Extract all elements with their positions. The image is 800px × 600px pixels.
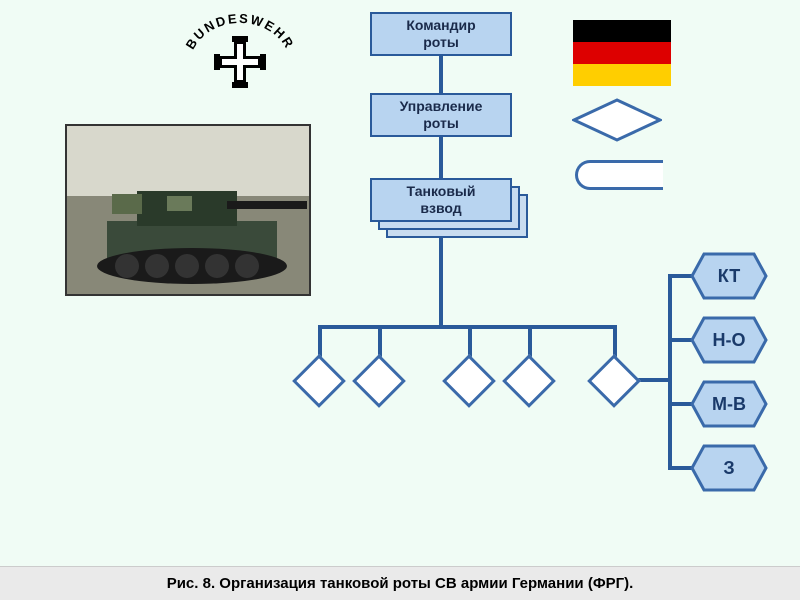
hexagon-no: Н-О — [690, 316, 768, 364]
side-diamond — [572, 98, 662, 142]
tank-photo — [65, 124, 311, 296]
connector-h-main — [318, 325, 616, 329]
node-commander-l2: роты — [423, 34, 459, 51]
hexagon-mv: М-В — [690, 380, 768, 428]
connector-hex-4 — [668, 466, 692, 470]
bundeswehr-logo: BUNDESWEHR — [175, 10, 305, 95]
hexagon-z: З — [690, 444, 768, 492]
flag-stripe-gold — [573, 64, 671, 86]
figure-caption: Рис. 8. Организация танковой роты СВ арм… — [0, 566, 800, 600]
bottom-diamond-2 — [352, 354, 406, 408]
hex-label-no: Н-О — [713, 330, 746, 351]
bottom-diamond-3 — [442, 354, 496, 408]
node-platoon-l1: Танковый — [407, 183, 476, 200]
hexagon-kt: КТ — [690, 252, 768, 300]
node-control-l2: роты — [423, 115, 459, 132]
flag-stripe-black — [573, 20, 671, 42]
hex-label-z: З — [723, 458, 734, 479]
connector-hex-3 — [668, 402, 692, 406]
bottom-diamond-1 — [292, 354, 346, 408]
caption-text: Рис. 8. Организация танковой роты СВ арм… — [167, 575, 634, 592]
diagram-content: BUNDESWEHR — [0, 0, 800, 600]
flag-stripe-red — [573, 42, 671, 64]
german-flag — [573, 20, 671, 86]
connector-v1 — [439, 56, 443, 93]
hex-label-kt: КТ — [718, 266, 740, 287]
connector-hex-1 — [668, 274, 692, 278]
stadium-shape — [575, 160, 663, 190]
connector-hex-v — [668, 274, 672, 466]
node-control: Управление роты — [370, 93, 512, 137]
node-platoon: Танковый взвод — [370, 178, 512, 222]
hex-label-mv: М-В — [712, 394, 746, 415]
connector-hex-2 — [668, 338, 692, 342]
node-commander-l1: Командир — [406, 17, 475, 34]
node-commander: Командир роты — [370, 12, 512, 56]
bottom-diamond-4 — [502, 354, 556, 408]
node-platoon-l2: взвод — [420, 200, 461, 217]
connector-hex-h — [636, 378, 672, 382]
bottom-diamond-5 — [587, 354, 641, 408]
node-control-l1: Управление — [400, 98, 483, 115]
